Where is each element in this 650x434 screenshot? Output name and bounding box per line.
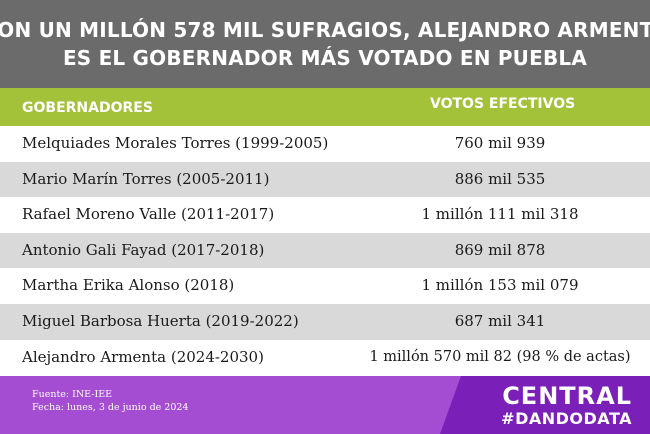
- table-header: GOBERNADORES VOTOS EFECTIVOS: [0, 88, 650, 126]
- table-row: Mario Marín Torres (2005-2011) 886 mil 5…: [0, 161, 650, 198]
- vote-count: 687 mil 341: [454, 311, 546, 330]
- title-line-1: CON UN MILLÓN 578 MIL SUFRAGIOS, ALEJAND…: [0, 18, 650, 42]
- governor-name: Antonio Gali Fayad (2017-2018): [22, 240, 265, 259]
- governor-name: Melquiades Morales Torres (1999-2005): [22, 134, 329, 152]
- governor-name: Alejandro Armenta (2024-2030): [22, 347, 264, 366]
- title-banner: CON UN MILLÓN 578 MIL SUFRAGIOS, ALEJAND…: [0, 0, 650, 88]
- table-row: Miguel Barbosa Huerta (2019-2022) 687 mi…: [0, 303, 650, 340]
- column-header-votes: VOTOS EFECTIVOS: [430, 96, 576, 112]
- vote-count: 760 mil 939: [454, 134, 546, 152]
- governor-name: Rafael Moreno Valle (2011-2017): [22, 205, 275, 224]
- governor-name: Mario Marín Torres (2005-2011): [22, 169, 270, 188]
- column-header-governors: GOBERNADORES: [22, 100, 153, 116]
- vote-count: 1 millón 111 mil 318: [421, 205, 579, 224]
- governor-name: Martha Erika Alonso (2018): [22, 276, 235, 295]
- governor-name: Miguel Barbosa Huerta (2019-2022): [22, 311, 299, 330]
- table-row: Melquiades Morales Torres (1999-2005) 76…: [0, 126, 650, 162]
- source-note: Fuente: INE-IEE Fecha: lunes, 3 de junio…: [32, 388, 188, 414]
- table-row: Antonio Gali Fayad (2017-2018) 869 mil 8…: [0, 232, 650, 269]
- vote-count: 886 mil 535: [454, 169, 546, 188]
- brand-block: CENTRAL #DANDODATA: [440, 376, 650, 434]
- hashtag: #DANDODATA: [501, 409, 632, 428]
- table-body: Melquiades Morales Torres (1999-2005) 76…: [0, 126, 650, 376]
- table-row: Martha Erika Alonso (2018) 1 millón 153 …: [0, 268, 650, 304]
- vote-count: 869 mil 878: [454, 240, 546, 259]
- title-line-2: ES EL GOBERNADOR MÁS VOTADO EN PUEBLA: [62, 46, 588, 70]
- central-logo: CENTRAL: [502, 382, 632, 410]
- table-row: Alejandro Armenta (2024-2030) 1 millón 5…: [0, 339, 650, 376]
- table-row: Rafael Moreno Valle (2011-2017) 1 millón…: [0, 197, 650, 233]
- date-text: Fecha: lunes, 3 de junio de 2024: [32, 402, 189, 413]
- vote-count: 1 millón 153 mil 079: [421, 276, 579, 295]
- vote-count: 1 millón 570 mil 82 (98 % de actas): [369, 348, 631, 365]
- source-text: Fuente: INE-IEE: [32, 389, 113, 400]
